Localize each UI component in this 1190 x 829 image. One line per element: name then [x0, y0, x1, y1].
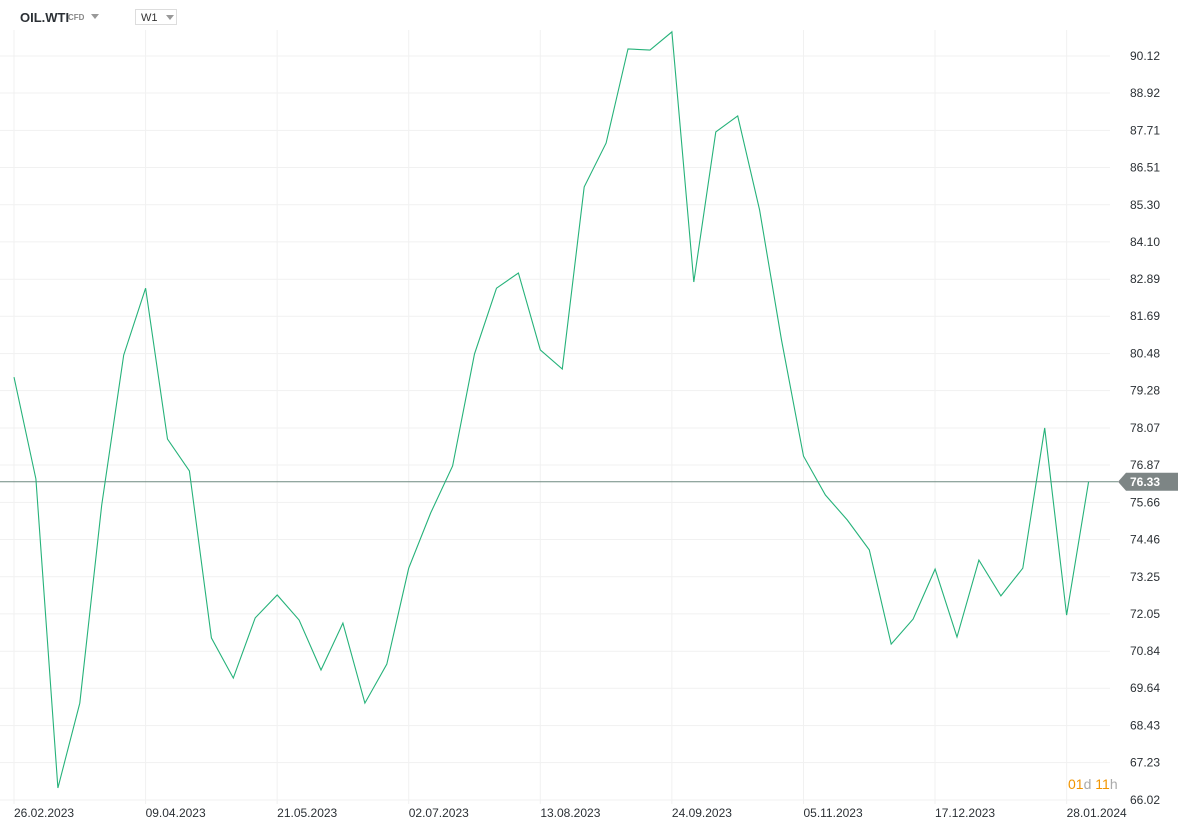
- timer-days: 01: [1068, 776, 1084, 792]
- x-tick-label: 05.11.2023: [803, 806, 862, 820]
- x-tick-label: 02.07.2023: [409, 806, 469, 820]
- y-tick-label: 70.84: [1130, 644, 1160, 658]
- current-price-label: 76.33: [1130, 475, 1160, 489]
- y-tick-label: 72.05: [1130, 607, 1160, 621]
- timer-hours: 11: [1095, 776, 1110, 792]
- timer-hours-unit: h: [1109, 776, 1118, 792]
- timeframe-dropdown-icon: [166, 15, 174, 20]
- y-tick-label: 85.30: [1130, 198, 1160, 212]
- x-tick-label: 24.09.2023: [672, 806, 732, 820]
- y-tick-label: 86.51: [1130, 160, 1160, 174]
- x-tick-label: 28.01.2024: [1067, 806, 1127, 820]
- y-tick-label: 79.28: [1130, 384, 1160, 398]
- y-tick-label: 73.25: [1130, 570, 1160, 584]
- timeframe-value: W1: [141, 12, 158, 24]
- candle-timer: 01d 11h: [1068, 776, 1118, 792]
- y-tick-label: 84.10: [1130, 235, 1160, 249]
- x-tick-label: 17.12.2023: [935, 806, 995, 820]
- x-tick-label: 13.08.2023: [540, 806, 600, 820]
- y-tick-label: 75.66: [1130, 495, 1160, 509]
- y-tick-label: 81.69: [1130, 309, 1160, 323]
- x-tick-label: 26.02.2023: [14, 806, 74, 820]
- y-tick-label: 74.46: [1130, 532, 1160, 546]
- y-tick-label: 80.48: [1130, 347, 1160, 361]
- symbol-selector[interactable]: OIL.WTI: [20, 10, 70, 25]
- y-tick-label: 69.64: [1130, 681, 1160, 695]
- y-tick-label: 90.12: [1130, 49, 1160, 63]
- y-tick-label: 88.92: [1130, 86, 1160, 100]
- y-tick-label: 82.89: [1130, 272, 1160, 286]
- symbol-dropdown-icon[interactable]: [91, 14, 99, 19]
- timeframe-select[interactable]: W1: [135, 9, 177, 25]
- symbol-type: CFD: [68, 13, 85, 22]
- y-tick-label: 67.23: [1130, 756, 1160, 770]
- y-tick-label: 78.07: [1130, 421, 1160, 435]
- y-tick-label: 76.87: [1130, 458, 1160, 472]
- x-tick-label: 21.05.2023: [277, 806, 337, 820]
- timer-days-unit: d: [1083, 776, 1092, 792]
- current-price-badge: 76.33: [1118, 472, 1178, 491]
- y-tick-label: 87.71: [1130, 123, 1160, 137]
- chart-header: OIL.WTI CFD W1: [0, 0, 1190, 30]
- y-tick-label: 68.43: [1130, 719, 1160, 733]
- y-tick-label: 66.02: [1130, 793, 1160, 807]
- price-line-series: [13, 30, 1090, 789]
- x-tick-label: 09.04.2023: [146, 806, 206, 820]
